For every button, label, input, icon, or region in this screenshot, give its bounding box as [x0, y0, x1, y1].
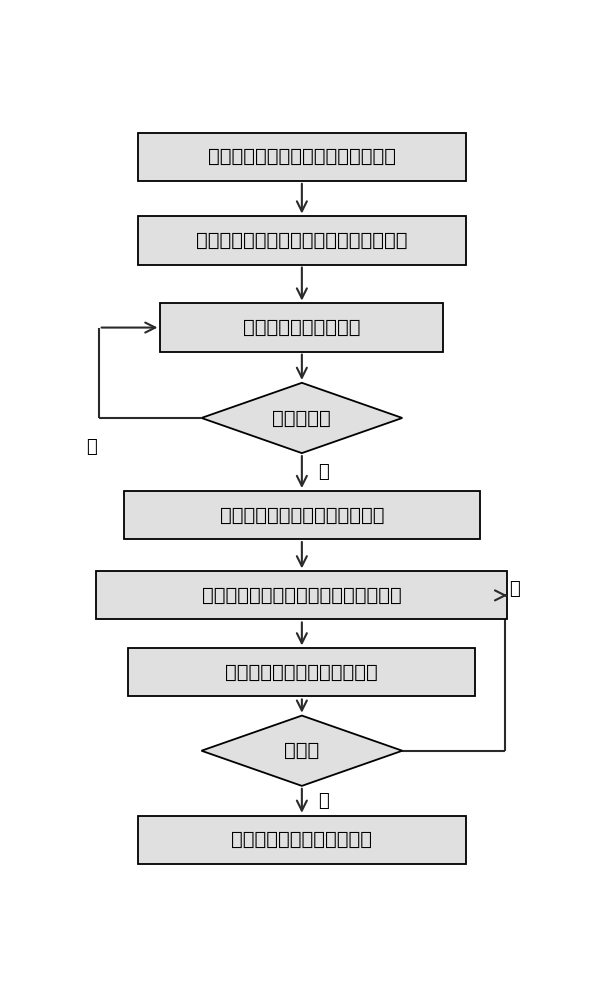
Text: 是: 是: [318, 792, 329, 810]
FancyBboxPatch shape: [124, 491, 480, 539]
FancyBboxPatch shape: [128, 648, 475, 696]
Text: 是: 是: [318, 463, 329, 481]
FancyBboxPatch shape: [137, 816, 466, 864]
FancyBboxPatch shape: [137, 216, 466, 265]
Text: 用户交互式选取约束点: 用户交互式选取约束点: [243, 318, 360, 337]
FancyBboxPatch shape: [97, 571, 507, 619]
FancyBboxPatch shape: [160, 303, 444, 352]
Text: 否: 否: [85, 438, 97, 456]
Polygon shape: [201, 383, 402, 453]
Text: 确定牙冠上的特征点和和和和和和和和和: 确定牙冠上的特征点和和和和和和和和和: [196, 231, 408, 250]
Text: 否: 否: [509, 580, 519, 598]
Text: 结束？: 结束？: [284, 741, 319, 760]
Text: 读入并可视化显示牙颌三维网格模型: 读入并可视化显示牙颌三维网格模型: [208, 147, 396, 166]
Text: 优化边界？: 优化边界？: [273, 408, 331, 427]
Text: 整合边界线，分割获取该牙冠: 整合边界线，分割获取该牙冠: [226, 663, 378, 682]
Text: 分类保存所有分离所得牙冠: 分类保存所有分离所得牙冠: [231, 830, 372, 849]
Text: 构造并投影样条线，获取近舌侧边界线: 构造并投影样条线，获取近舌侧边界线: [202, 586, 402, 605]
FancyBboxPatch shape: [137, 133, 466, 181]
Polygon shape: [201, 716, 402, 786]
Text: 计算调和域，获取近唇侧边界线: 计算调和域，获取近唇侧边界线: [220, 506, 384, 525]
